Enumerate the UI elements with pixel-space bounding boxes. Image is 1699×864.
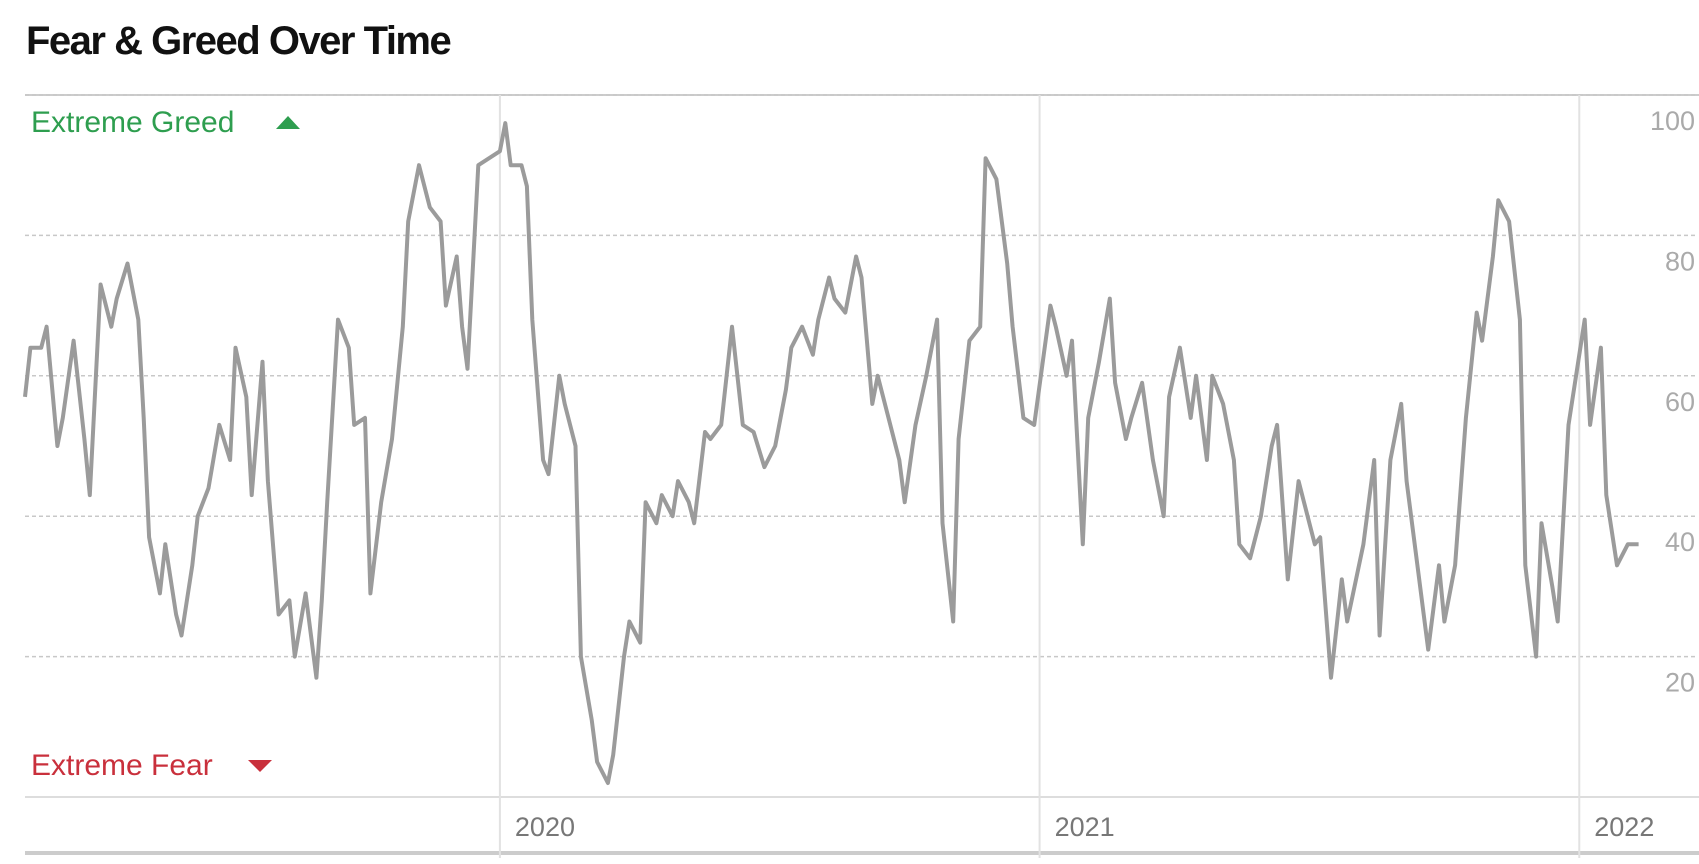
x-tick-label: 2021 (1055, 812, 1115, 842)
y-tick-label: 40 (1665, 527, 1695, 557)
plot (23, 121, 1639, 785)
down-arrow (248, 760, 272, 772)
fear-label: Extreme Fear (31, 749, 213, 782)
grid: 20 40 60 80 100 2020 2021 2022 (25, 94, 1698, 858)
y-tick-label: 80 (1665, 246, 1695, 276)
y-tick-label: 20 (1665, 668, 1695, 698)
y-tick-label: 100 (1650, 106, 1695, 136)
chart-title: Fear & Greed Over Time (26, 19, 451, 63)
up-arrow (276, 116, 300, 129)
greed-label: Extreme Greed (31, 106, 234, 139)
series-line (23, 121, 1639, 785)
y-tick-label: 60 (1665, 387, 1695, 417)
x-tick-label: 2020 (515, 812, 575, 842)
x-tick-label: 2022 (1594, 812, 1654, 842)
